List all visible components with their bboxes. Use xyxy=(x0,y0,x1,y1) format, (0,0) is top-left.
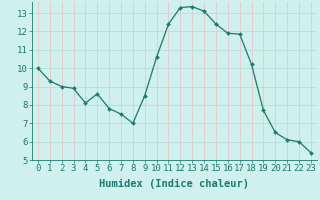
X-axis label: Humidex (Indice chaleur): Humidex (Indice chaleur) xyxy=(100,179,249,189)
